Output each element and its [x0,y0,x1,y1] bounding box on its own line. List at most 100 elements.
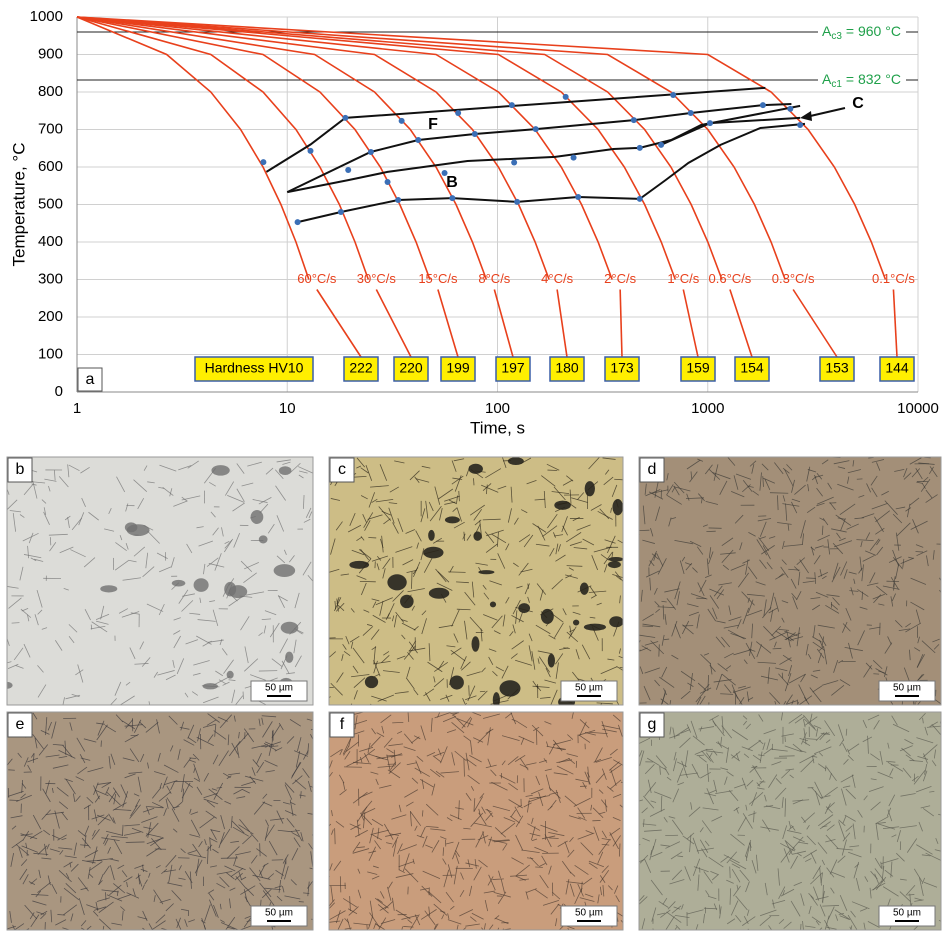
micrograph-label: g [648,716,657,733]
marker [760,102,766,108]
texture [428,530,435,541]
marker [338,209,344,215]
micrograph-label: f [340,716,345,733]
hardness-value: 154 [740,360,764,376]
rate-label: 8°C/s [478,271,510,286]
transformation-line [298,124,805,222]
leader-line [557,290,567,358]
marker [631,117,637,123]
texture [573,620,579,626]
phase-label: F [428,116,438,133]
scale-label: 50 µm [893,908,921,919]
rate-label: 0.6°C/s [709,271,752,286]
leader-line [730,290,752,358]
texture [697,755,704,756]
cooling-curve [77,17,612,280]
rate-label: 0.3°C/s [772,271,815,286]
texture [469,464,483,474]
texture [508,457,524,465]
leader-line [683,290,698,358]
y-tick-label: 900 [38,45,63,62]
x-tick-label: 100 [485,400,510,417]
texture [868,458,873,459]
y-tick-label: 600 [38,158,63,175]
micrograph-label: c [338,461,346,478]
x-tick-label: 1 [73,400,81,417]
cooling-curve [77,17,309,280]
rate-label: 30°C/s [357,271,397,286]
marker [295,219,301,225]
leader-line [438,290,458,358]
marker [575,194,581,200]
texture [541,609,554,624]
rate-label: 4°C/s [541,271,573,286]
cooling-curve [77,17,368,280]
micrograph-bg [639,712,941,930]
marker [571,155,577,161]
texture [335,828,336,844]
texture [549,838,558,839]
texture [100,585,117,592]
marker [308,148,314,154]
micrograph [629,712,946,935]
texture [423,547,443,559]
texture [499,680,520,696]
rate-label: 15°C/s [418,271,458,286]
marker [455,110,461,116]
marker [385,179,391,185]
y-tick-label: 500 [38,195,63,212]
texture [779,756,795,757]
rate-label: 2°C/s [604,271,636,286]
subscript: c3 [831,31,842,42]
micrograph-label: e [16,716,25,733]
marker [670,92,676,98]
leader-line [793,290,837,358]
texture [194,578,209,592]
texture [450,675,464,689]
y-tick-label: 800 [38,83,63,100]
texture [608,557,623,562]
scale-label: 50 µm [575,908,603,919]
micrograph-bg [7,457,313,705]
text: = 960 °C [846,23,901,39]
hardness-value: 220 [399,360,423,376]
scale-label: 50 µm [575,683,603,694]
marker [563,94,569,100]
x-tick-label: 1000 [691,400,724,417]
micrograph-label: b [16,461,25,478]
texture [548,654,555,668]
micrograph [0,712,325,935]
phase-label: B [446,174,458,191]
marker [415,137,421,143]
marker [472,131,478,137]
texture [623,767,630,769]
micrograph [630,457,946,717]
texture [503,460,511,461]
marker [787,106,793,112]
hardness-value: 153 [825,360,849,376]
y-tick-label: 300 [38,270,63,287]
texture [633,703,646,704]
texture [720,694,733,695]
texture [773,648,782,649]
y-tick-label: 200 [38,308,63,325]
texture [469,685,470,695]
texture [782,673,783,679]
arrow-head [800,111,812,121]
marker [368,149,374,155]
marker [514,199,520,205]
marker [688,110,694,116]
texture [473,531,481,541]
y-tick-label: 400 [38,233,63,250]
texture [125,522,138,532]
micrograph [319,712,630,935]
marker [509,102,515,108]
y-tick-label: 0 [55,383,63,400]
y-tick-label: 1000 [30,8,63,25]
texture [608,561,621,568]
rate-label: 0.1°C/s [872,271,915,286]
rate-label: 60°C/s [297,271,337,286]
marker [637,196,643,202]
x-axis-title: Time, s [470,418,525,437]
texture [518,603,530,613]
